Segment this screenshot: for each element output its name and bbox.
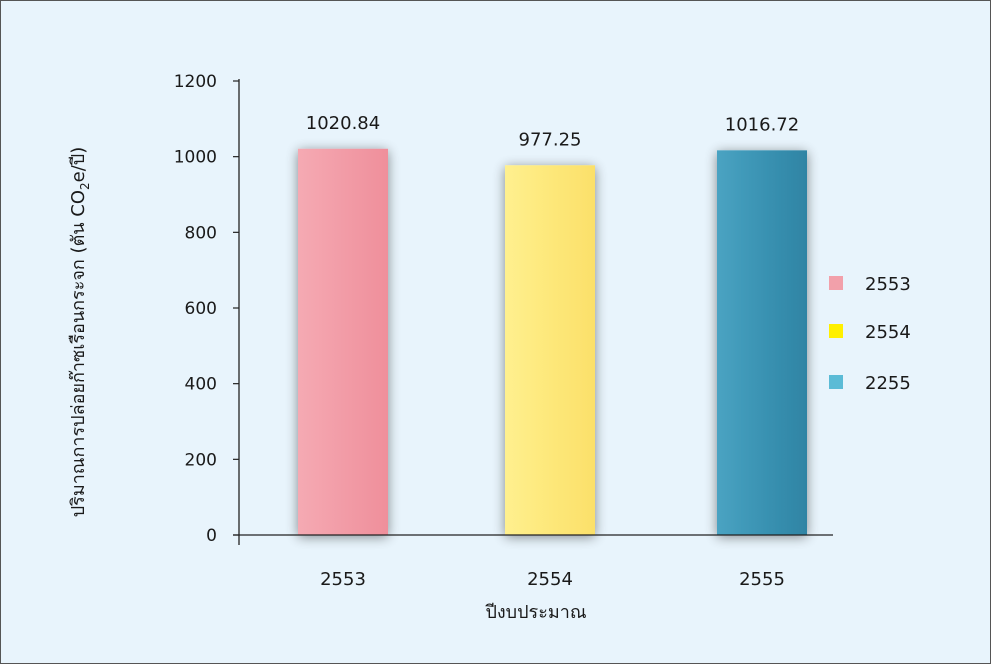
y-axis-title: ปริมาณการปล่อยก๊าซเรือนกระจก (ตัน CO2e/ป…	[68, 147, 92, 518]
x-axis-title: ปีงบประมาณ	[485, 602, 586, 623]
legend-label-2: 2255	[865, 373, 911, 394]
data-label-2554: 977.25	[519, 129, 582, 150]
y-axis-title-sub: 2	[78, 182, 92, 190]
y-axis-title-main: ปริมาณการปล่อยก๊าซเรือนกระจก (ตัน CO	[68, 190, 89, 517]
legend-label-1: 2554	[865, 322, 911, 343]
bar-2555	[717, 150, 807, 535]
x-tick-label-2554: 2554	[527, 569, 573, 590]
data-label-2555: 1016.72	[725, 114, 799, 135]
y-tick-label: 0	[206, 526, 217, 546]
legend-swatch-1	[829, 324, 843, 338]
x-tick-label-2553: 2553	[320, 569, 366, 590]
y-tick-label: 400	[185, 375, 217, 395]
y-tick-label: 200	[185, 450, 217, 470]
legend-label-0: 2553	[865, 274, 911, 295]
legend-swatch-0	[829, 276, 843, 290]
y-tick-label: 1200	[174, 72, 217, 92]
y-tick-label: 600	[185, 299, 217, 319]
bar-2554	[505, 165, 595, 535]
data-label-2553: 1020.84	[306, 113, 380, 134]
y-tick-label: 800	[185, 223, 217, 243]
bar-2553	[298, 148, 388, 535]
y-axis-title-tail: e/ปี)	[68, 147, 89, 183]
legend-swatch-2	[829, 375, 843, 389]
y-tick-label: 1000	[174, 148, 217, 168]
x-tick-label-2555: 2555	[739, 569, 785, 590]
